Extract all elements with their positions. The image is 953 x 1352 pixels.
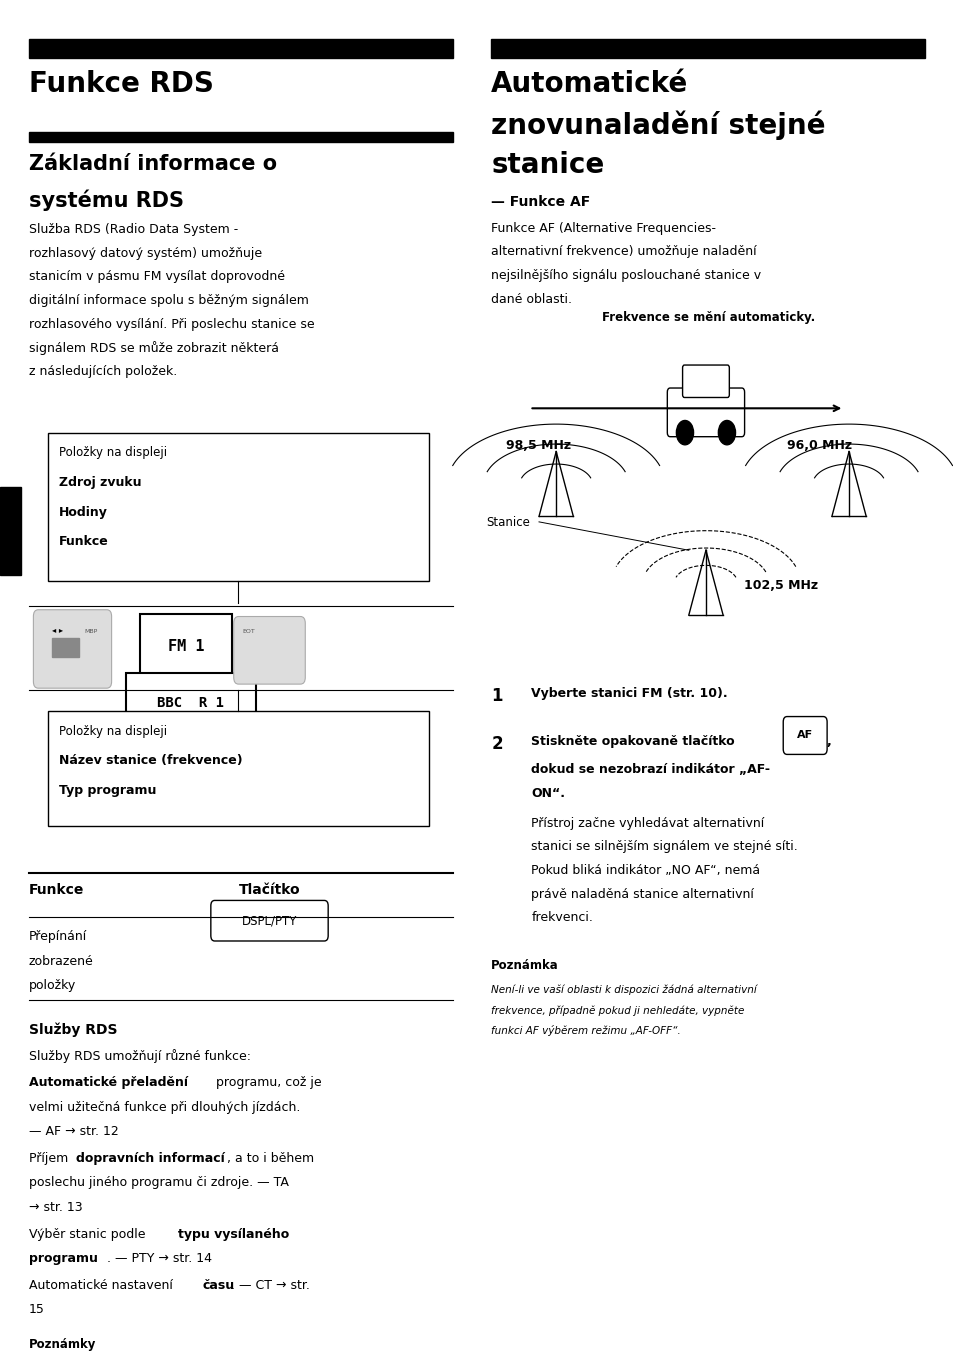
FancyBboxPatch shape: [33, 610, 112, 688]
Text: Funkce: Funkce: [29, 883, 84, 896]
Text: 98,5 MHz: 98,5 MHz: [505, 439, 570, 453]
Text: Název stanice (frekvence): Název stanice (frekvence): [59, 754, 242, 768]
FancyBboxPatch shape: [782, 717, 826, 754]
Text: Funkce: Funkce: [59, 535, 109, 549]
FancyBboxPatch shape: [211, 900, 328, 941]
Text: Položky na displeji: Položky na displeji: [59, 446, 167, 460]
Text: ◂ ▸: ◂ ▸: [51, 626, 63, 635]
FancyBboxPatch shape: [682, 365, 728, 397]
Text: programu, což je: programu, což je: [212, 1076, 321, 1090]
Text: stanici se silnějším signálem ve stejné síti.: stanici se silnějším signálem ve stejné …: [531, 840, 798, 853]
Text: Příjem: Příjem: [29, 1152, 71, 1165]
Text: — AF → str. 12: — AF → str. 12: [29, 1125, 118, 1138]
Text: DSPL/PTY: DSPL/PTY: [241, 914, 297, 927]
Text: právě naladěná stanice alternativní: právě naladěná stanice alternativní: [531, 888, 754, 900]
Text: znovunaladění stejné: znovunaladění stejné: [491, 111, 825, 141]
Text: Přístroj začne vyhledávat alternativní: Přístroj začne vyhledávat alternativní: [531, 817, 763, 830]
Text: stanice: stanice: [491, 151, 604, 180]
Text: 1: 1: [491, 687, 502, 704]
Text: Služby RDS: Služby RDS: [29, 1022, 117, 1037]
Text: Typ programu: Typ programu: [59, 784, 156, 798]
Text: funkci AF výběrem režimu „AF-OFF“.: funkci AF výběrem režimu „AF-OFF“.: [491, 1026, 680, 1037]
Text: rozhlasový datový systém) umožňuje: rozhlasový datový systém) umožňuje: [29, 246, 261, 260]
Text: → str. 13: → str. 13: [29, 1201, 82, 1214]
Text: dané oblasti.: dané oblasti.: [491, 293, 572, 306]
Text: Automatické: Automatické: [491, 70, 688, 99]
Circle shape: [676, 420, 693, 445]
Circle shape: [718, 420, 735, 445]
Text: Tlačítko: Tlačítko: [238, 883, 300, 896]
Text: stanicím v pásmu FM vysílat doprovodné: stanicím v pásmu FM vysílat doprovodné: [29, 270, 284, 284]
Text: Výběr stanic podle: Výběr stanic podle: [29, 1228, 149, 1241]
Text: Pokud bliká indikátor „NO AF“, nemá: Pokud bliká indikátor „NO AF“, nemá: [531, 864, 760, 877]
Text: AF: AF: [797, 730, 812, 741]
Text: 15: 15: [29, 1303, 45, 1317]
Text: programu: programu: [29, 1252, 97, 1265]
Text: Funkce RDS: Funkce RDS: [29, 70, 213, 99]
Bar: [0, 487, 21, 575]
Text: rozhlasového vysílání. Při poslechu stanice se: rozhlasového vysílání. Při poslechu stan…: [29, 318, 314, 331]
Text: Poznámky: Poznámky: [29, 1338, 96, 1352]
Text: frekvenci.: frekvenci.: [531, 911, 593, 925]
Text: dopravních informací: dopravních informací: [76, 1152, 225, 1165]
Text: — Funkce AF: — Funkce AF: [491, 195, 590, 208]
Text: Poznámka: Poznámka: [491, 960, 558, 972]
Text: Přepínání: Přepínání: [29, 930, 87, 944]
Text: Stiskněte opakovaně tlačítko: Stiskněte opakovaně tlačítko: [531, 735, 739, 749]
Text: . — CT → str.: . — CT → str.: [231, 1279, 310, 1293]
Bar: [29, 132, 453, 142]
Text: . — PTY → str. 14: . — PTY → str. 14: [107, 1252, 212, 1265]
Text: Není-li ve vaší oblasti k dispozici žádná alternativní: Není-li ve vaší oblasti k dispozici žádn…: [491, 986, 757, 995]
Text: Stanice: Stanice: [486, 516, 530, 530]
Text: MBP: MBP: [84, 629, 97, 634]
Text: alternativní frekvence) umožňuje naladění: alternativní frekvence) umožňuje naladěn…: [491, 246, 756, 258]
FancyBboxPatch shape: [667, 388, 743, 437]
Text: EOT: EOT: [242, 629, 254, 634]
Text: FM 1: FM 1: [168, 638, 204, 654]
Bar: [29, 39, 453, 58]
Text: Vyberte stanici FM (str. 10).: Vyberte stanici FM (str. 10).: [531, 687, 727, 700]
Text: Automatické přeladění: Automatické přeladění: [29, 1076, 188, 1090]
Bar: [491, 39, 924, 58]
Text: Hodiny: Hodiny: [59, 506, 108, 519]
FancyBboxPatch shape: [48, 433, 429, 581]
Text: Základní informace o: Základní informace o: [29, 154, 276, 174]
Text: z následujících položek.: z následujících položek.: [29, 365, 176, 379]
Text: velmi užitečná funkce při dlouhých jízdách.: velmi užitečná funkce při dlouhých jízdá…: [29, 1101, 299, 1114]
Text: signálem RDS se může zobrazit některá: signálem RDS se může zobrazit některá: [29, 341, 278, 356]
Text: 96,0 MHz: 96,0 MHz: [786, 439, 851, 453]
FancyBboxPatch shape: [48, 711, 429, 826]
Text: času: času: [202, 1279, 234, 1293]
Text: Zdroj zvuku: Zdroj zvuku: [59, 476, 141, 489]
Text: systému RDS: systému RDS: [29, 189, 183, 211]
Text: digitální informace spolu s běžným signálem: digitální informace spolu s běžným signá…: [29, 295, 308, 307]
Text: Služby RDS umožňují různé funkce:: Služby RDS umožňují různé funkce:: [29, 1049, 251, 1063]
Text: ,: ,: [825, 735, 830, 749]
Text: Frekvence se mění automaticky.: Frekvence se mění automaticky.: [601, 311, 814, 324]
FancyBboxPatch shape: [126, 673, 255, 733]
Text: BBC  R 1: BBC R 1: [157, 696, 224, 710]
Text: Automatické nastavení: Automatické nastavení: [29, 1279, 176, 1293]
Text: Položky na displeji: Položky na displeji: [59, 725, 167, 738]
Bar: [52, 638, 79, 657]
Text: , a to i během: , a to i během: [227, 1152, 314, 1165]
Text: poslechu jiného programu či zdroje. — TA: poslechu jiného programu či zdroje. — TA: [29, 1176, 288, 1190]
Text: frekvence, případně pokud ji nehledáte, vypněte: frekvence, případně pokud ji nehledáte, …: [491, 1006, 744, 1015]
Text: Služba RDS (Radio Data System -: Služba RDS (Radio Data System -: [29, 223, 237, 237]
Text: zobrazené: zobrazené: [29, 955, 93, 968]
Text: typu vysílaného: typu vysílaného: [178, 1228, 290, 1241]
Text: 102,5 MHz: 102,5 MHz: [743, 579, 818, 592]
FancyBboxPatch shape: [233, 617, 305, 684]
Text: 2: 2: [491, 735, 502, 753]
Text: ON“.: ON“.: [531, 787, 565, 800]
FancyBboxPatch shape: [140, 614, 232, 679]
Text: dokud se nezobrazí indikátor „AF-: dokud se nezobrazí indikátor „AF-: [531, 763, 770, 776]
Text: Funkce AF (Alternative Frequencies-: Funkce AF (Alternative Frequencies-: [491, 222, 716, 235]
Text: položky: položky: [29, 979, 76, 992]
Text: nejsilnějšího signálu poslouchané stanice v: nejsilnějšího signálu poslouchané stanic…: [491, 269, 760, 283]
